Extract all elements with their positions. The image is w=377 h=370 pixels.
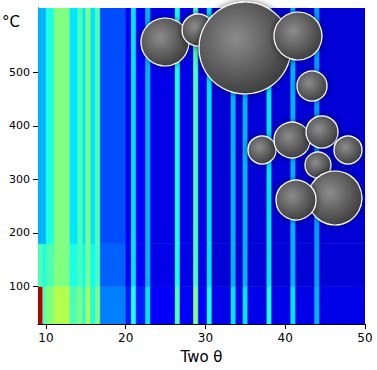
svg-text:500: 500 xyxy=(9,66,30,79)
svg-text:Two θ: Two θ xyxy=(179,348,222,366)
svg-text:400: 400 xyxy=(9,119,30,132)
svg-text:200: 200 xyxy=(9,226,30,239)
svg-text:300: 300 xyxy=(9,173,30,186)
svg-text:°C: °C xyxy=(2,13,20,31)
svg-text:40: 40 xyxy=(278,331,293,345)
svg-text:50: 50 xyxy=(357,331,372,345)
svg-text:100: 100 xyxy=(9,280,30,293)
svg-text:20: 20 xyxy=(118,331,133,345)
svg-text:10: 10 xyxy=(38,331,53,345)
svg-text:30: 30 xyxy=(198,331,213,345)
